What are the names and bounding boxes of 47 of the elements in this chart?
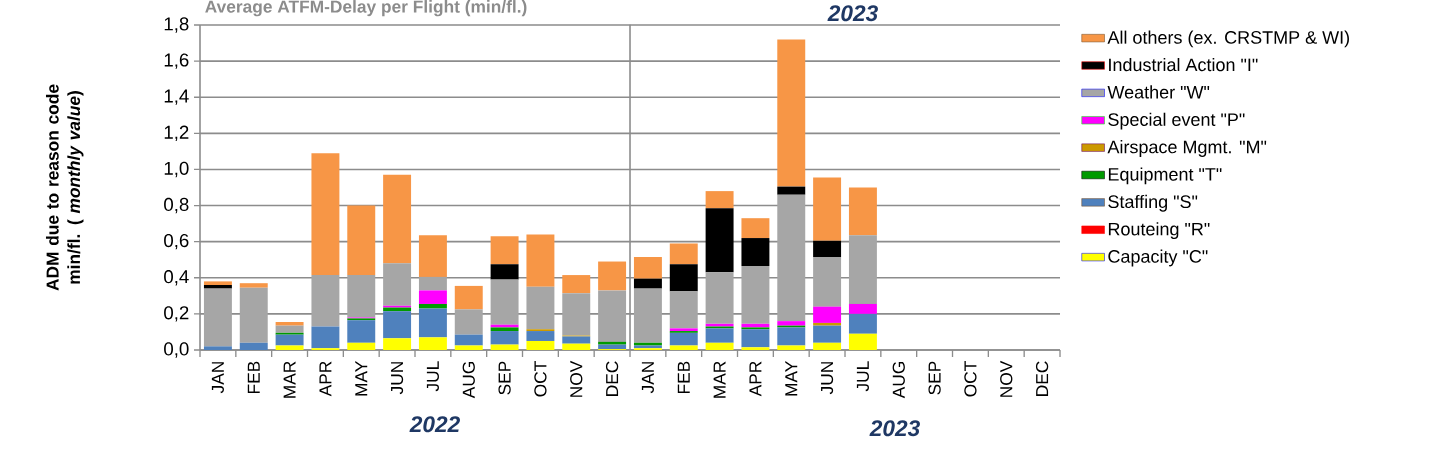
legend-label: All others (ex. CRSTMP & WI) xyxy=(1107,30,1349,48)
y-tick-label: 1,2 xyxy=(164,125,189,142)
y-tick-label: 0,0 xyxy=(164,342,189,358)
x-tick-label: NOV xyxy=(570,360,583,397)
y-tick-label: 1,8 xyxy=(164,17,189,33)
legend-label: Capacity "C" xyxy=(1108,249,1208,267)
chart-title: Average ATFM-Delay per Flight (min/fl.) xyxy=(205,0,527,17)
x-tick-label: FEB xyxy=(247,361,260,393)
x-tick-label: JUL xyxy=(426,361,439,392)
legend-label: Staffing "S" xyxy=(1108,194,1198,212)
x-tick-label: JUN xyxy=(821,362,834,395)
legend-label: Special event "P" xyxy=(1108,112,1245,130)
x-tick-label: JAN xyxy=(641,362,654,394)
text: 2023 xyxy=(827,5,878,22)
text: 2023 xyxy=(869,420,920,437)
x-tick-label: OCT xyxy=(534,361,547,397)
y-tick-label: 1,6 xyxy=(164,53,189,69)
x-tick-label: APR xyxy=(749,361,762,397)
x-tick-label: JUL xyxy=(856,361,869,392)
x-tick-label: DEC xyxy=(1035,361,1049,396)
x-tick-label: APR xyxy=(319,361,332,397)
legend-label: Weather "W" xyxy=(1107,85,1210,99)
x-tick-label: FEB xyxy=(677,361,690,393)
x-tick-label: JUN xyxy=(391,362,404,395)
legend-label: Industrial Action "I" xyxy=(1109,57,1258,72)
x-tick-label: AUG xyxy=(462,362,475,399)
x-tick-label: SEP xyxy=(498,361,511,395)
legend-label: Equipment "T" xyxy=(1108,167,1222,185)
y-tick-label: 0,8 xyxy=(164,197,189,214)
x-tick-label: MAY xyxy=(355,361,368,396)
x-tick-label: JAN xyxy=(211,362,224,394)
x-tick-label: DEC xyxy=(605,361,619,396)
legend-label: Routeing "R" xyxy=(1108,222,1210,240)
y-tick-label: 0,2 xyxy=(164,306,189,322)
x-tick-label: NOV xyxy=(1000,360,1013,397)
y-tick-label: 0,4 xyxy=(164,270,189,286)
x-tick-label: MAR xyxy=(283,361,296,398)
y-tick-label: 1,4 xyxy=(164,89,189,105)
x-tick-label: MAY xyxy=(785,361,798,396)
x-tick-label: SEP xyxy=(928,361,941,395)
x-tick-label: OCT xyxy=(964,361,977,397)
x-tick-label: MAR xyxy=(713,361,726,398)
x-tick-label: AUG xyxy=(892,362,905,399)
y-tick-label: 1,0 xyxy=(164,161,189,178)
y-tick-label: 0,6 xyxy=(164,233,189,250)
text: 2022 xyxy=(409,416,460,433)
legend-label: Airspace Mgmt. "M" xyxy=(1107,140,1267,157)
